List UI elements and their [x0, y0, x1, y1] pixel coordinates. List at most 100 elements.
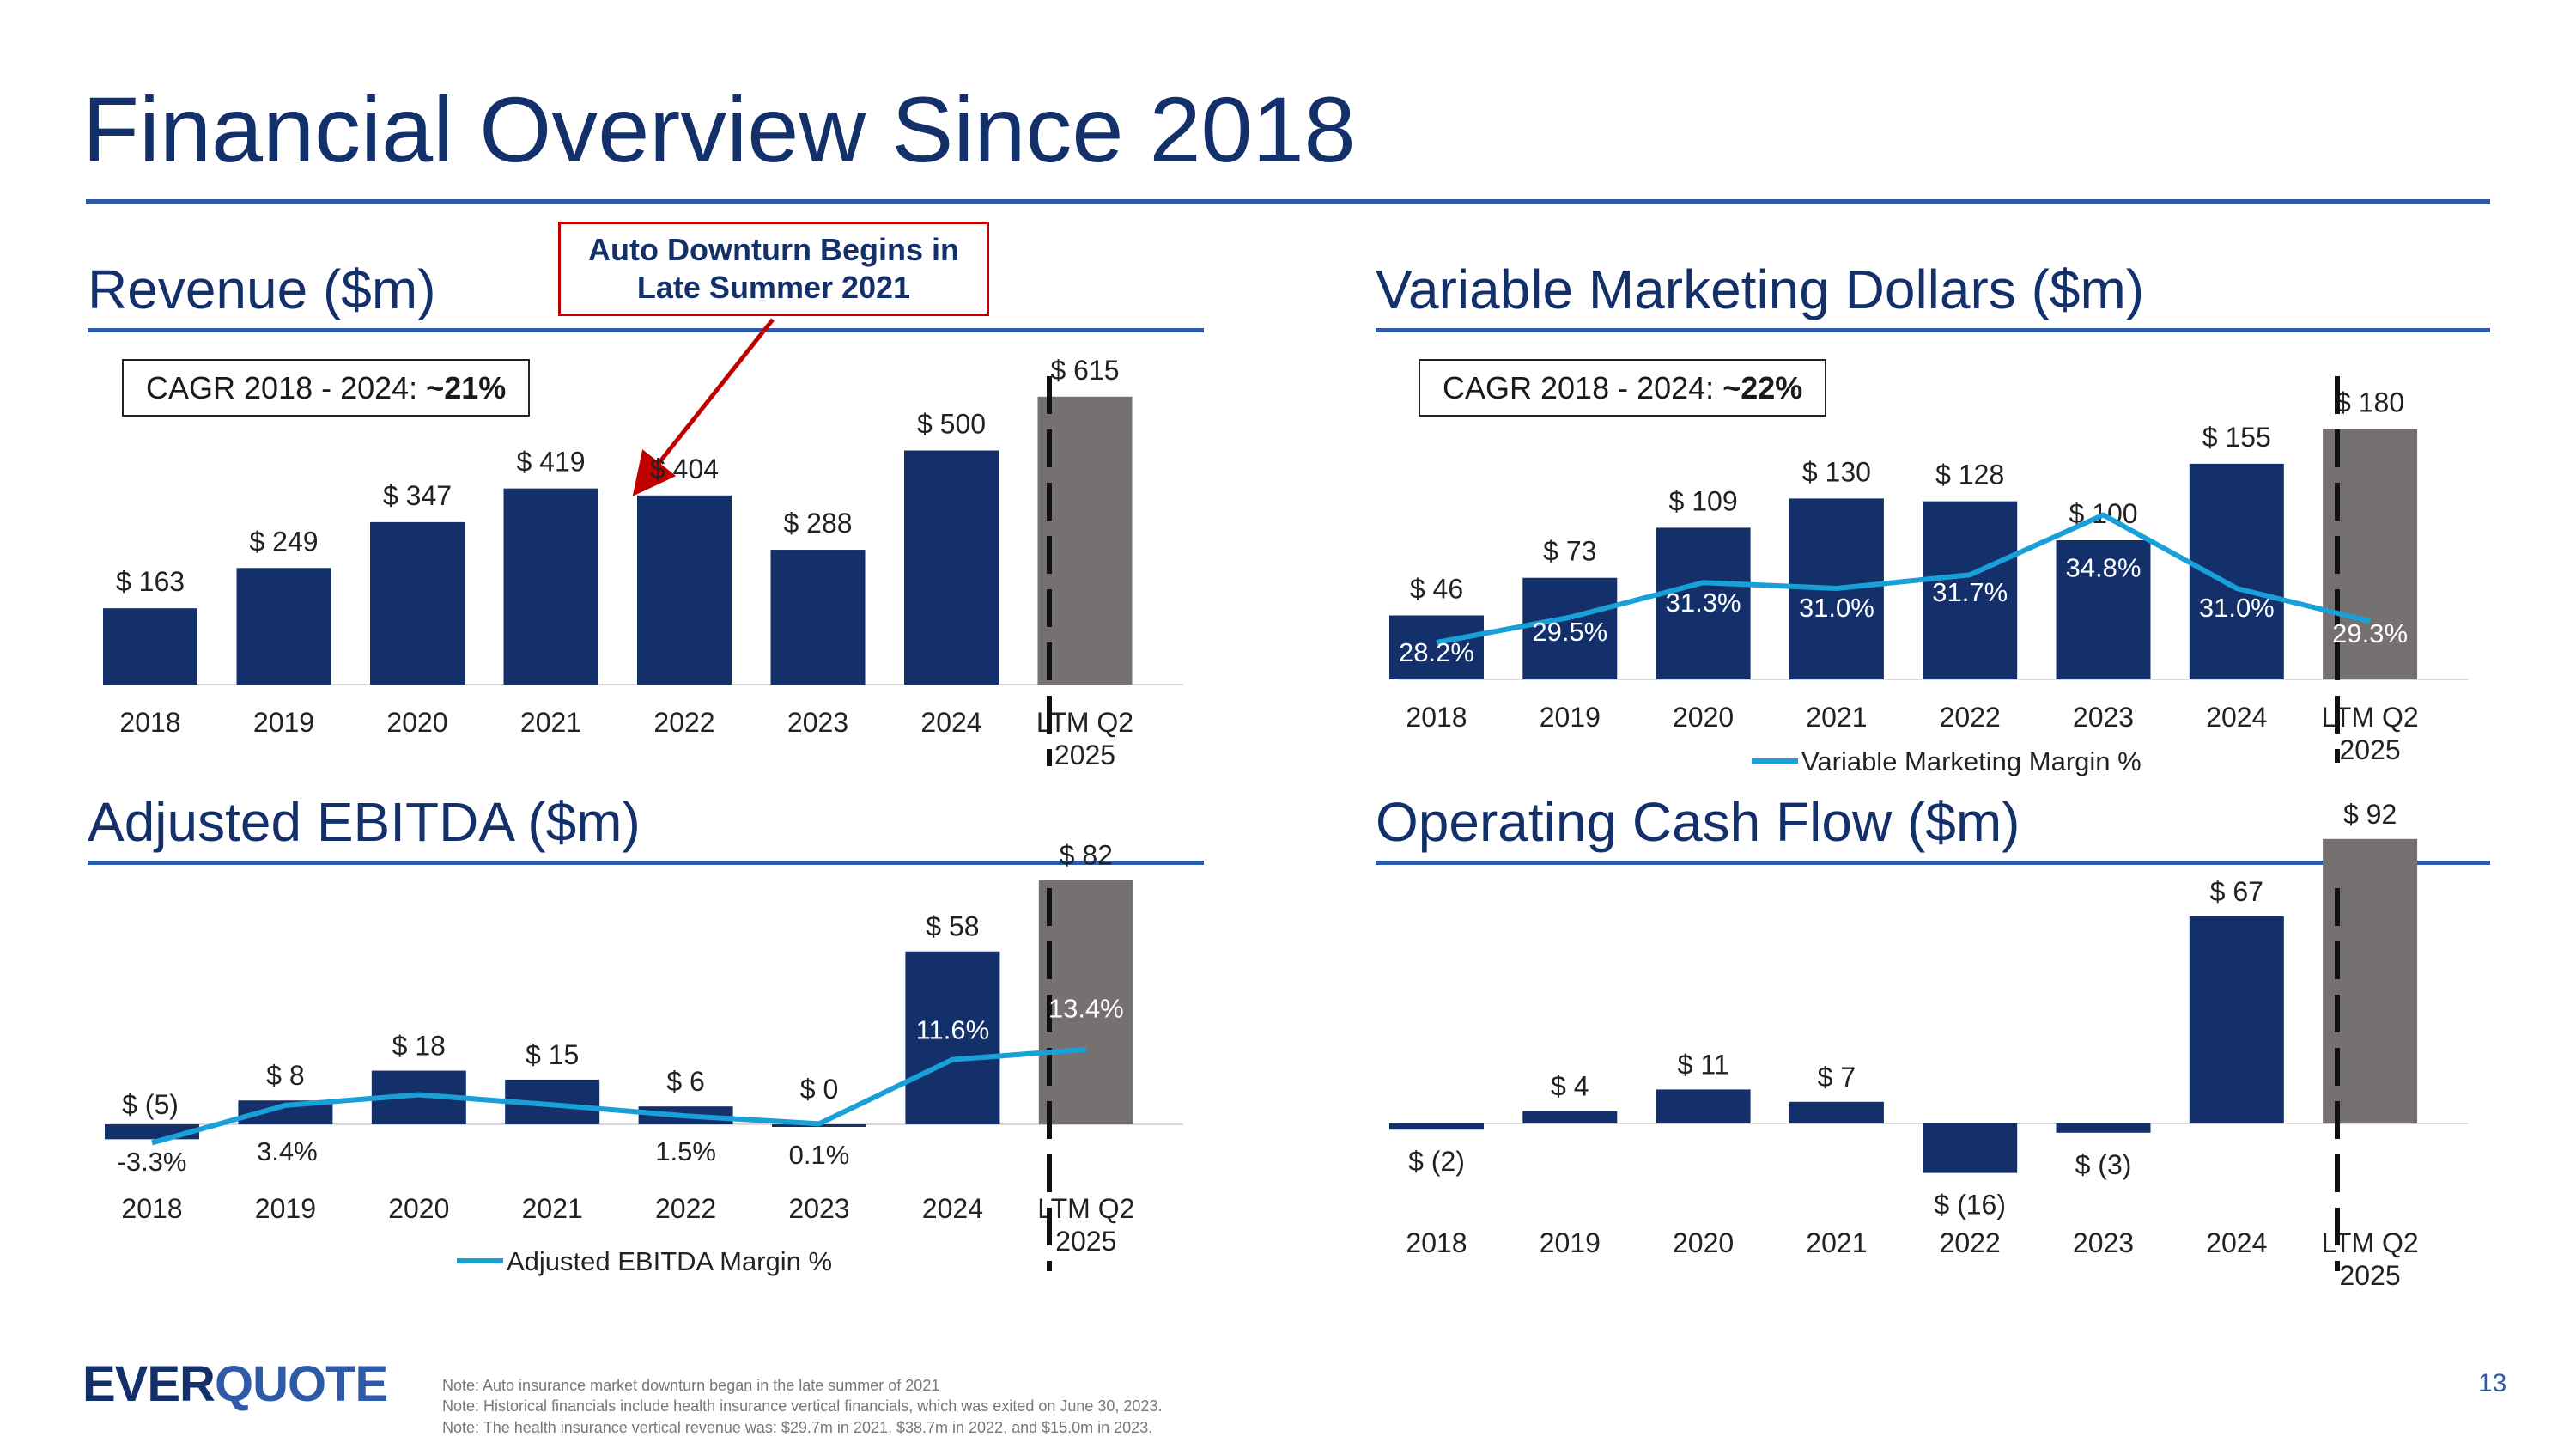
ebitda-category-label-1: 2019: [255, 1193, 316, 1224]
vmd-category-label-1: 2019: [1540, 702, 1601, 733]
revenue-category-label-0: 2018: [119, 707, 180, 738]
ebitda-value-label-3: $ 15: [526, 1039, 579, 1070]
ocf-value-label-4: $ (16): [1934, 1190, 2006, 1221]
revenue-value-label-1: $ 249: [249, 526, 318, 557]
ocf-value-label-6: $ 67: [2210, 876, 2263, 907]
ebitda-margin-label-6: 11.6%: [916, 1015, 990, 1045]
ebitda-value-label-6: $ 58: [926, 911, 979, 942]
ocf-category-label-5: 2023: [2073, 1227, 2134, 1258]
vmd-legend-label: Variable Marketing Margin %: [1801, 746, 2142, 776]
vmd-margin-label-1: 29.5%: [1532, 617, 1607, 647]
vmd-cagr-box: CAGR 2018 - 2024: ~22%: [1419, 359, 1827, 417]
vmd-margin-label-3: 31.0%: [1799, 593, 1874, 623]
callout-line1: Auto Downturn Begins in: [588, 232, 959, 267]
revenue-category-label-6: 2024: [920, 707, 981, 738]
vmd-value-label-2: $ 109: [1669, 485, 1738, 516]
vmd-category-label-2: 2020: [1673, 702, 1734, 733]
revenue-bar-2: [370, 521, 465, 685]
revenue-category-label-5: 2023: [787, 707, 848, 738]
vmd-bar-0: [1389, 615, 1484, 679]
ebitda-margin-label-4: 1.5%: [655, 1136, 716, 1166]
revenue-value-label-4: $ 404: [650, 454, 719, 484]
vmd-margin-label-6: 31.0%: [2199, 593, 2275, 623]
revenue-bar-1: [236, 568, 331, 685]
ebitda-margin-label-3: 3.5%: [522, 1143, 583, 1173]
note-3: Note: The health insurance vertical reve…: [442, 1418, 1153, 1436]
vmd-title: Variable Marketing Dollars ($m): [1376, 259, 2145, 320]
vmd-value-label-4: $ 128: [1935, 460, 2004, 490]
vmd-rule: [1376, 328, 2490, 332]
note-1: Note: Auto insurance market downturn beg…: [442, 1377, 940, 1394]
title-rule: [86, 199, 2490, 204]
callout-line2: Late Summer 2021: [636, 269, 911, 305]
revenue-bar-4: [637, 495, 732, 685]
vmd-category-label-3: 2021: [1806, 702, 1867, 733]
ebitda-category-label-2: 2020: [388, 1193, 449, 1224]
revenue-value-label-0: $ 163: [116, 566, 185, 597]
ebitda-category-label-4: 2022: [655, 1193, 716, 1224]
vmd-margin-label-7: 29.3%: [2332, 618, 2408, 648]
revenue-cagr-value: ~21%: [426, 370, 507, 405]
callout-arrow-line: [632, 318, 775, 496]
revenue-bar-3: [503, 488, 598, 685]
ocf-category-label-0: 2018: [1406, 1227, 1467, 1258]
ebitda-value-label-7: $ 82: [1060, 839, 1113, 870]
ebitda-margin-label-0: -3.3%: [118, 1147, 187, 1177]
revenue-category-label-1: 2019: [253, 707, 314, 738]
ocf-bar-6: [2189, 916, 2284, 1123]
ebitda-title: Adjusted EBITDA ($m): [88, 791, 641, 853]
vmd-cagr-value: ~22%: [1722, 370, 1803, 405]
revenue-value-label-6: $ 500: [917, 409, 986, 440]
vmd-margin-line: [1436, 512, 2371, 645]
vmd-bar-1: [1522, 577, 1618, 679]
ebitda-category-label-7: LTM Q2 2025: [1037, 1193, 1134, 1257]
ebitda-category-label-6: 2024: [922, 1193, 983, 1224]
ocf-category-label-3: 2021: [1806, 1227, 1867, 1258]
revenue-category-label-3: 2021: [520, 707, 581, 738]
revenue-category-label-7: LTM Q2 2025: [1036, 707, 1133, 770]
logo-part2: QUOTE: [214, 1356, 388, 1412]
revenue-value-label-5: $ 288: [783, 508, 852, 539]
vmd-margin-label-2: 31.3%: [1666, 588, 1741, 618]
vmd-value-label-1: $ 73: [1543, 536, 1596, 567]
revenue-title: Revenue ($m): [88, 259, 436, 320]
note-2: Note: Historical financials include heal…: [442, 1397, 1163, 1416]
revenue-bar-7: [1037, 396, 1133, 685]
ebitda-margin-label-7: 13.4%: [1048, 993, 1124, 1023]
vmd-margin-label-5: 34.8%: [2066, 553, 2142, 583]
ebitda-rule: [88, 861, 1204, 865]
ocf-title: Operating Cash Flow ($m): [1376, 791, 2020, 853]
ebitda-category-label-0: 2018: [121, 1193, 182, 1224]
ocf-value-label-3: $ 7: [1818, 1062, 1856, 1093]
ocf-bar-1: [1522, 1111, 1618, 1123]
revenue-cagr-prefix: CAGR 2018 - 2024:: [146, 370, 427, 405]
ocf-value-label-2: $ 11: [1678, 1049, 1729, 1080]
revenue-rule: [88, 328, 1204, 332]
vmd-value-label-7: $ 180: [2336, 387, 2404, 417]
ocf-value-label-0: $ (2): [1408, 1146, 1465, 1177]
ebitda-legend-label: Adjusted EBITDA Margin %: [507, 1246, 832, 1276]
ebitda-value-label-5: $ 0: [800, 1074, 838, 1105]
ocf-category-label-4: 2022: [1940, 1227, 2001, 1258]
ebitda-category-label-5: 2023: [788, 1193, 849, 1224]
ebitda-bar-6: [905, 951, 1000, 1124]
ocf-bar-3: [1789, 1101, 1884, 1123]
vmd-category-label-6: 2024: [2206, 702, 2267, 733]
vmd-cagr-prefix: CAGR 2018 - 2024:: [1443, 370, 1723, 405]
ebitda-category-label-3: 2021: [522, 1193, 583, 1224]
vmd-value-label-0: $ 46: [1410, 573, 1463, 604]
ocf-bar-2: [1656, 1089, 1751, 1123]
ebitda-bar-7: [1038, 880, 1133, 1124]
revenue-value-label-3: $ 419: [516, 447, 585, 478]
ebitda-value-label-2: $ 18: [392, 1031, 446, 1062]
ebitda-margin-label-2: 5.3%: [388, 1135, 449, 1165]
ebitda-margin-label-1: 3.4%: [257, 1136, 318, 1166]
ocf-bar-5: [2056, 1123, 2151, 1133]
logo-part1: EVER: [82, 1356, 216, 1412]
ebitda-value-label-0: $ (5): [122, 1089, 179, 1120]
ocf-rule: [1376, 861, 2490, 865]
revenue-bar-5: [770, 550, 866, 685]
